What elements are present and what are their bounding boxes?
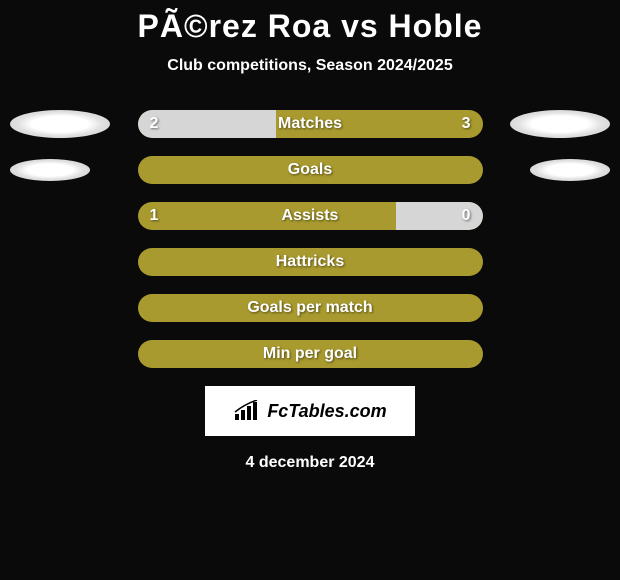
logo-text: FcTables.com <box>267 401 386 422</box>
stat-row: Goals <box>0 156 620 184</box>
stat-row: 2 Matches 3 <box>0 110 620 138</box>
stat-label: Hattricks <box>276 253 344 271</box>
player-avatar-left <box>10 159 90 181</box>
fctables-icon <box>233 400 261 422</box>
stat-bar: 2 Matches 3 <box>138 110 483 138</box>
stat-row: Min per goal <box>0 340 620 368</box>
stat-value-left: 2 <box>150 115 159 133</box>
subtitle: Club competitions, Season 2024/2025 <box>0 57 620 75</box>
stat-bar: Hattricks <box>138 248 483 276</box>
stat-row: Goals per match <box>0 294 620 322</box>
player-avatar-left <box>10 110 110 138</box>
stat-label: Matches <box>278 115 342 133</box>
stat-bar: Min per goal <box>138 340 483 368</box>
avatar-ellipse <box>510 110 610 138</box>
stat-label: Assists <box>282 207 339 225</box>
stats-comparison: 2 Matches 3 Goals 1 Assists 0 Hattricks Goals pe… <box>0 110 620 368</box>
avatar-ellipse <box>530 159 610 181</box>
stat-bar: 1 Assists 0 <box>138 202 483 230</box>
stat-label: Goals <box>288 161 332 179</box>
comparison-infographic: PÃ©rez Roa vs Hoble Club competitions, S… <box>0 0 620 472</box>
stat-value-right: 0 <box>462 207 471 225</box>
page-title: PÃ©rez Roa vs Hoble <box>0 0 620 45</box>
stat-label: Min per goal <box>263 345 357 363</box>
stat-bar: Goals <box>138 156 483 184</box>
player-avatar-right <box>510 110 610 138</box>
date-label: 4 december 2024 <box>0 454 620 472</box>
stat-value-right: 3 <box>462 115 471 133</box>
player-avatar-right <box>530 159 610 181</box>
avatar-ellipse <box>10 159 90 181</box>
stat-bar: Goals per match <box>138 294 483 322</box>
stat-label: Goals per match <box>247 299 372 317</box>
stat-value-left: 1 <box>150 207 159 225</box>
stat-row: Hattricks <box>0 248 620 276</box>
avatar-ellipse <box>10 110 110 138</box>
stat-row: 1 Assists 0 <box>0 202 620 230</box>
logo-box: FcTables.com <box>205 386 415 436</box>
